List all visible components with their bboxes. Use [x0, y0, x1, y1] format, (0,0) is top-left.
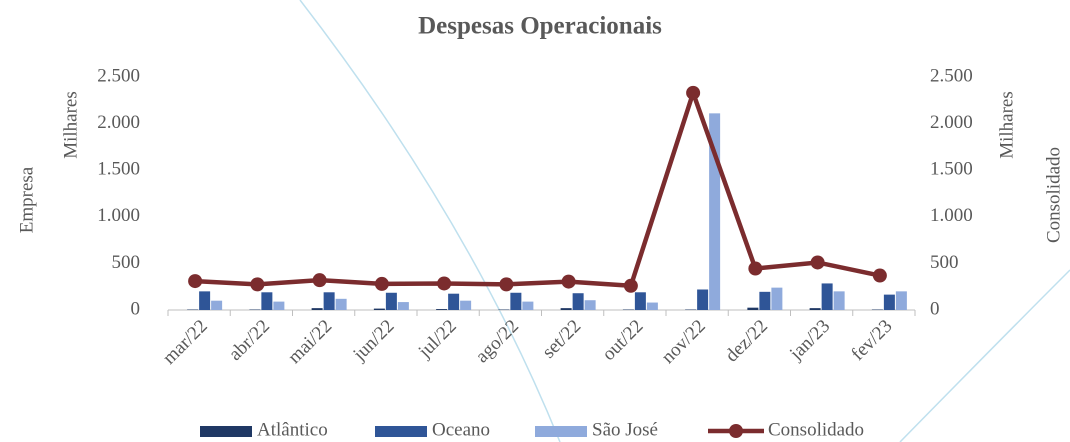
bar: [895, 291, 907, 310]
y2-axis-label: Consolidado: [1043, 147, 1064, 243]
bar: [335, 298, 347, 310]
bar: [634, 292, 646, 310]
y-tick-label: 0: [131, 298, 141, 319]
bar: [385, 292, 397, 310]
y2-tick-label: 2.000: [930, 112, 973, 133]
line-marker: [437, 276, 452, 291]
decoration: [299, 0, 561, 442]
x-tick-label: dez/22: [721, 316, 772, 367]
bar: [460, 300, 472, 310]
y2-tick-label: 1.500: [930, 159, 973, 180]
line-marker: [748, 261, 763, 276]
x-tick-label: abr/22: [225, 316, 274, 365]
legend-label: Consolidado: [768, 419, 864, 440]
line-marker: [312, 273, 327, 288]
bar: [771, 287, 783, 310]
line-marker: [499, 277, 514, 292]
y-axis-unit: Milhares: [60, 91, 81, 159]
bar: [833, 291, 845, 310]
bar: [397, 302, 409, 310]
x-tick-label: fev/23: [847, 316, 896, 365]
legend-swatch: [200, 426, 252, 437]
legend-swatch: [729, 424, 743, 438]
line-marker: [561, 274, 576, 289]
line-marker: [686, 85, 701, 100]
bar: [646, 302, 658, 310]
bar: [261, 292, 273, 310]
y-tick-label: 1.500: [97, 159, 140, 180]
decoration: [899, 269, 1070, 442]
x-tick-label: out/22: [598, 316, 647, 365]
x-tick-label: jul/22: [414, 316, 461, 363]
bar: [709, 113, 721, 311]
y-tick-label: 2.500: [97, 65, 140, 86]
x-tick-label: set/22: [538, 316, 585, 363]
x-tick-label: jan/23: [785, 316, 834, 365]
x-tick-label: jun/22: [349, 316, 399, 366]
bar: [522, 301, 534, 310]
bar: [211, 300, 223, 310]
line-marker: [250, 277, 265, 292]
bar: [273, 301, 285, 310]
bar: [199, 291, 211, 310]
bar: [510, 292, 522, 310]
y-tick-label: 2.000: [97, 112, 140, 133]
bar: [697, 289, 709, 310]
y2-tick-label: 0: [930, 298, 940, 319]
x-tick-label: mar/22: [159, 316, 212, 369]
legend-label: Oceano: [432, 419, 490, 440]
bar: [448, 293, 460, 310]
legend-label: Atlântico: [257, 419, 328, 440]
line-marker: [872, 268, 887, 283]
y2-tick-label: 500: [930, 252, 959, 273]
bar: [747, 307, 759, 310]
bar: [759, 291, 771, 310]
bar: [323, 292, 335, 310]
bar: [584, 300, 596, 310]
line-marker: [810, 255, 825, 270]
line-marker: [623, 278, 638, 293]
line: [195, 85, 881, 289]
y2-axis-unit: Milhares: [996, 91, 1017, 159]
chart-title: Despesas Operacionais: [418, 13, 662, 40]
bar: [436, 309, 448, 310]
bar: [572, 293, 584, 310]
legend-swatch: [375, 426, 427, 437]
bar: [373, 308, 385, 310]
bar: [560, 308, 572, 310]
y-axis-label: Empresa: [16, 166, 37, 233]
y-tick-label: 500: [112, 252, 141, 273]
bar: [883, 294, 895, 310]
legend-label: São José: [592, 419, 658, 440]
y2-tick-label: 2.500: [930, 65, 973, 86]
legend-swatch: [535, 426, 587, 437]
y2-tick-label: 1.000: [930, 205, 973, 226]
bar: [311, 308, 323, 310]
line-marker: [374, 276, 389, 291]
bar: [809, 308, 821, 310]
x-tick-label: nov/22: [658, 316, 710, 368]
x-tick-label: mai/22: [284, 316, 336, 368]
bar: [821, 283, 833, 310]
line-marker: [188, 274, 203, 289]
y-tick-label: 1.000: [97, 205, 140, 226]
